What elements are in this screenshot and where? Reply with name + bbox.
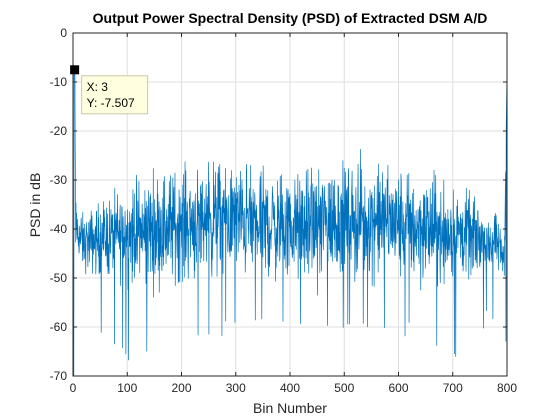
y-tick-label: 0 <box>60 26 67 40</box>
datatip[interactable]: X: 3 Y: -7.507 <box>70 65 149 115</box>
datatip-y-text: Y: -7.507 <box>87 96 135 110</box>
x-tick-label: 0 <box>70 381 77 395</box>
datatip-marker[interactable] <box>70 65 80 75</box>
y-tick-label: -70 <box>50 369 68 383</box>
y-tick-labels: 0 -10 -20 -30 -40 -50 -60 -70 <box>50 26 68 383</box>
x-tick-label: 200 <box>171 381 191 395</box>
y-tick-label: -10 <box>50 75 68 89</box>
psd-series <box>72 69 508 377</box>
psd-line <box>72 69 508 377</box>
y-tick-label: -30 <box>50 173 68 187</box>
x-axis-label: Bin Number <box>253 400 327 416</box>
datatip-box <box>81 75 149 115</box>
x-tick-label: 800 <box>497 381 517 395</box>
y-tick-label: -60 <box>50 320 68 334</box>
y-tick-label: -50 <box>50 271 68 285</box>
x-tick-label: 300 <box>226 381 246 395</box>
chart-title: Output Power Spectral Density (PSD) of E… <box>93 10 488 26</box>
axis-ticks <box>72 32 508 377</box>
x-tick-label: 500 <box>334 381 354 395</box>
y-tick-label: -20 <box>50 124 68 138</box>
datatip-x-text: X: 3 <box>87 80 109 94</box>
y-axis-label: PSD in dB <box>27 173 43 238</box>
y-tick-label: -40 <box>50 222 68 236</box>
x-tick-label: 600 <box>388 381 408 395</box>
x-tick-label: 400 <box>280 381 300 395</box>
x-tick-label: 100 <box>117 381 137 395</box>
x-tick-labels: 0 100 200 300 400 500 600 700 800 <box>70 381 518 395</box>
x-tick-label: 700 <box>443 381 463 395</box>
